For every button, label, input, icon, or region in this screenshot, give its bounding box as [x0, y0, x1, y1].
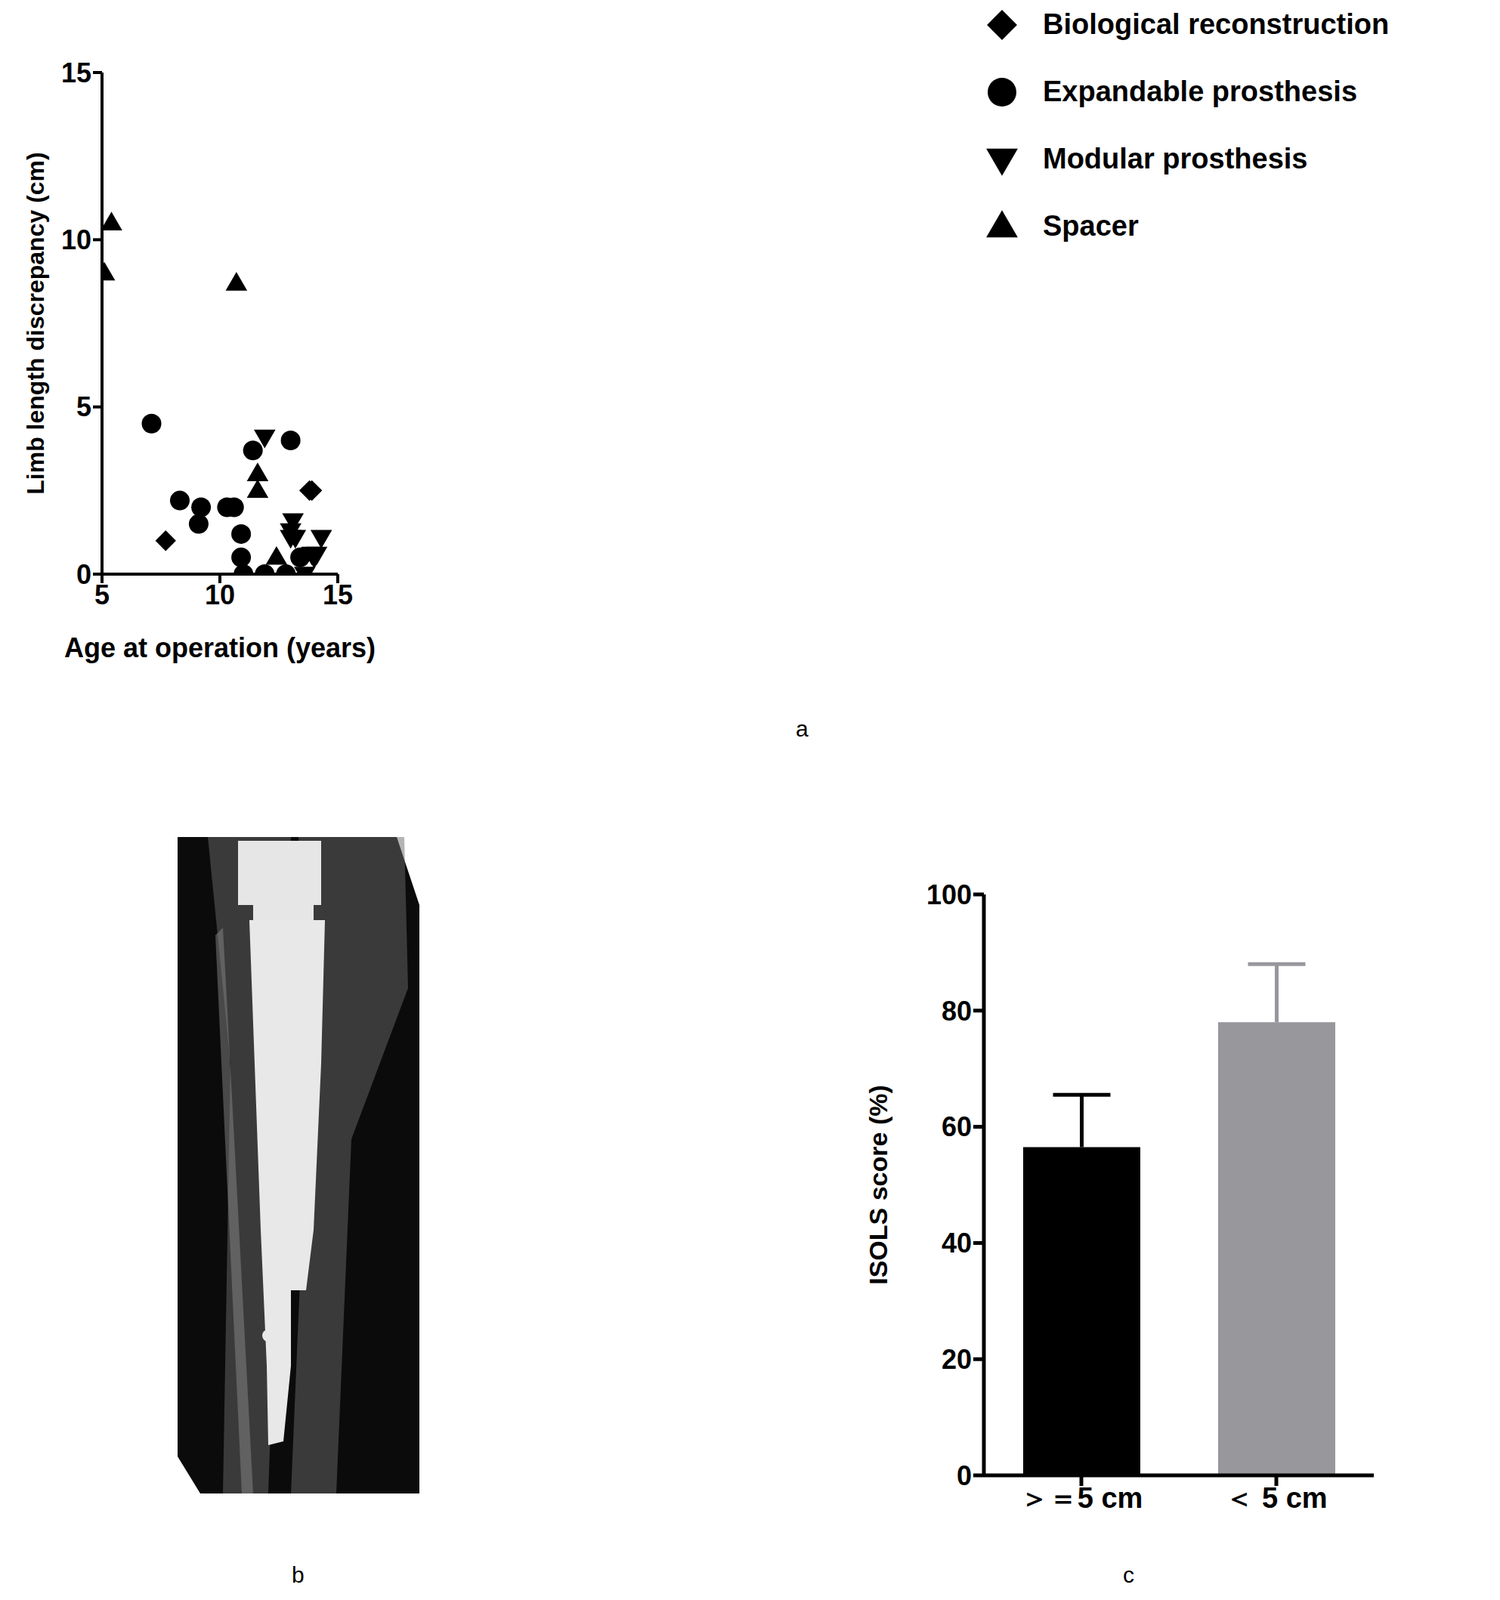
html-text:Spacer: Spacer [1042, 210, 1139, 242]
svg-text:15: 15 [61, 57, 92, 89]
svg-text:5: 5 [94, 579, 110, 611]
html-text:b: b [291, 1562, 305, 1588]
svg-text:ISOLS score (%): ISOLS score (%) [863, 1085, 893, 1286]
html-text:Modular prosthesis: Modular prosthesis [1042, 142, 1308, 175]
svg-text:10: 10 [61, 224, 92, 256]
svg-text:Age at operation (years): Age at operation (years) [64, 632, 376, 664]
svg-text:80: 80 [941, 995, 972, 1027]
svg-text:5: 5 [76, 391, 92, 423]
svg-text:60: 60 [941, 1111, 972, 1143]
svg-text:0: 0 [76, 559, 92, 591]
svg-text:40: 40 [941, 1227, 972, 1259]
svg-text:100: 100 [926, 879, 972, 911]
svg-text:Limb length discrepancy (cm): Limb length discrepancy (cm) [21, 151, 50, 495]
svg-text:15: 15 [322, 579, 353, 611]
svg-text:0: 0 [956, 1460, 972, 1492]
svg-text:＜ 5 cm: ＜ 5 cm [1224, 1482, 1327, 1515]
html-text:c: c [1122, 1562, 1135, 1588]
html-text:Biological reconstruction: Biological reconstruction [1042, 8, 1390, 41]
html-text:a: a [795, 716, 809, 742]
svg-text:10: 10 [204, 579, 236, 611]
svg-text:＞＝5 cm: ＞＝5 cm [1020, 1482, 1144, 1515]
html-text:Expandable prosthesis: Expandable prosthesis [1042, 75, 1358, 108]
svg-text:20: 20 [941, 1344, 972, 1376]
